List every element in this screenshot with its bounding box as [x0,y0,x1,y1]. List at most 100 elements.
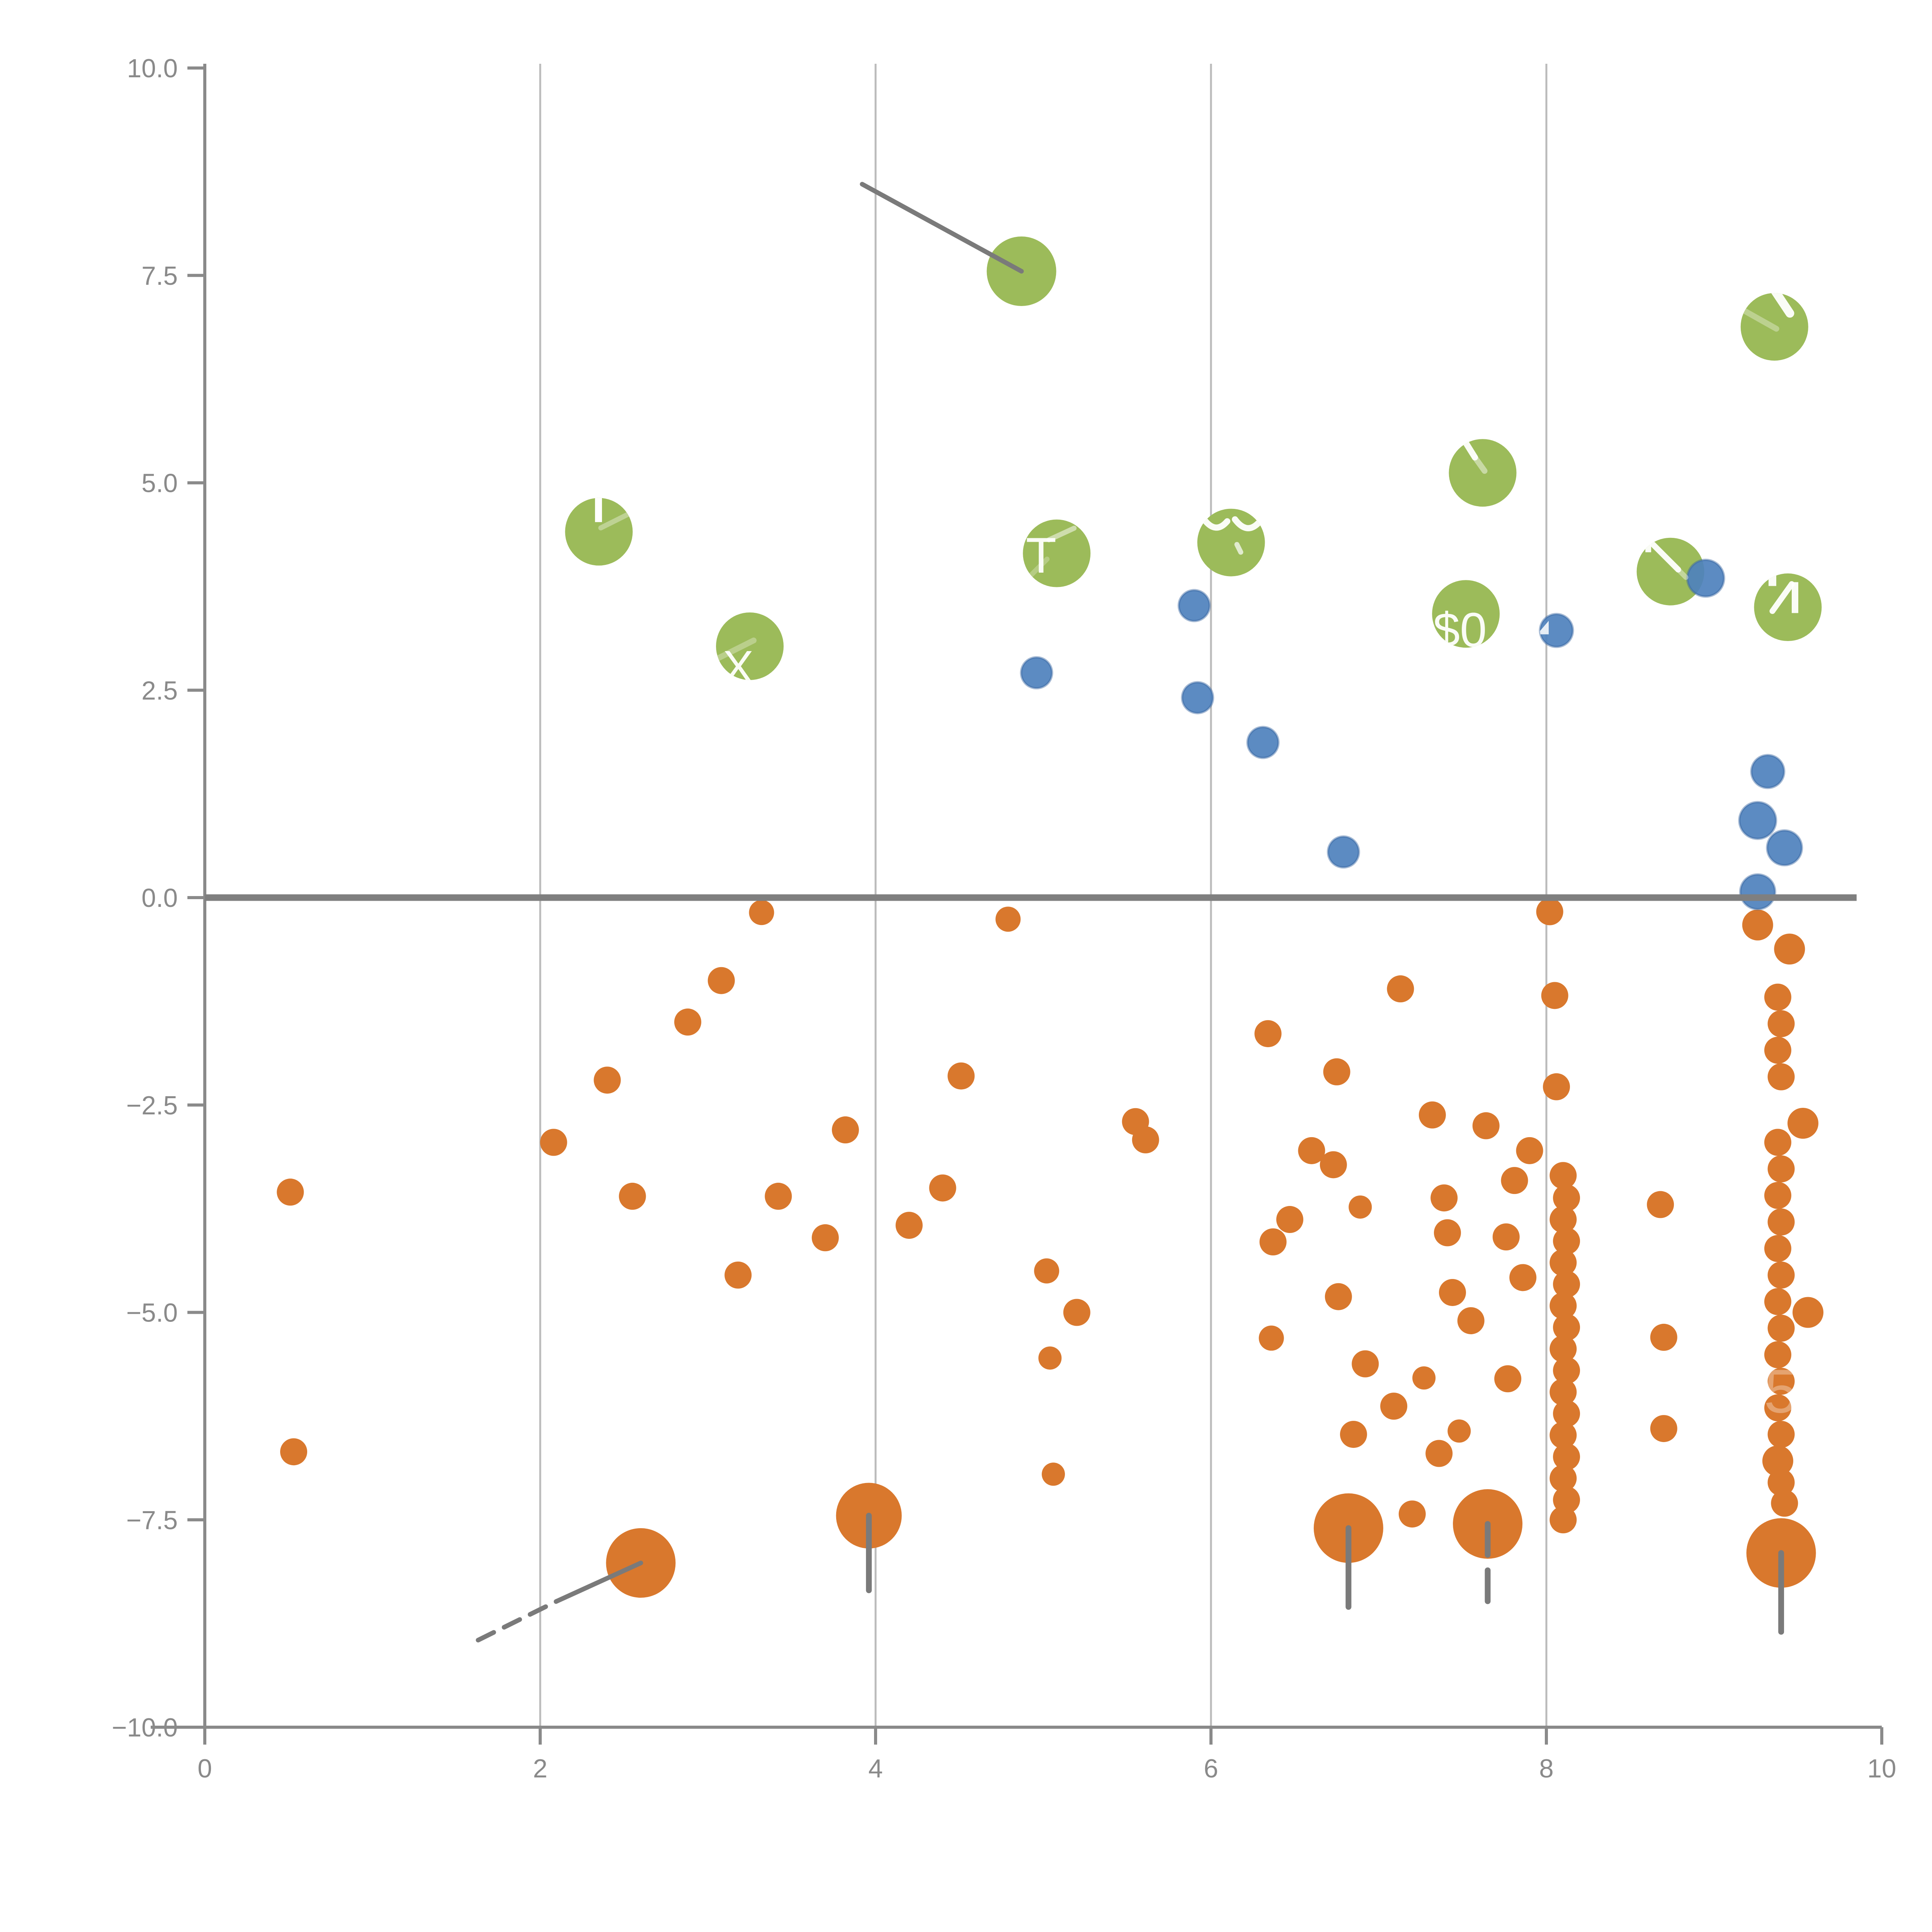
orange-point [1457,1307,1485,1334]
orange-point [1767,1315,1795,1342]
orange-point [1767,1469,1795,1496]
orange-point [1767,1155,1795,1183]
orange-point [1553,1184,1580,1212]
orange-point [1764,1288,1791,1315]
orange-point [1549,1378,1577,1406]
bubble-glyph [1462,439,1488,474]
blue-point [1739,873,1776,910]
orange-point [1323,1058,1350,1085]
orange-point [1764,1182,1791,1209]
orange-point [1536,898,1563,925]
orange-point [1042,1463,1065,1486]
y-tick-label: 10.0 [127,54,178,83]
glyph-stroke [1234,542,1243,555]
orange-point [1418,1101,1446,1129]
bubble-label-fragments: XT$05 [595,293,1798,1425]
orange-point [1764,1129,1791,1156]
orange-point [1325,1283,1352,1310]
orange-point [1501,1167,1528,1194]
glyph-text: T [1026,527,1056,583]
y-tick-label: 2.5 [141,676,178,705]
green-point [1023,519,1091,587]
orange-point [1553,1357,1580,1384]
glyph-bar [1791,582,1798,613]
orange-point [1553,1400,1580,1427]
orange-point [1492,1223,1520,1251]
orange-point [1349,1195,1372,1219]
orange-point [1764,1394,1791,1422]
orange-point [1509,1264,1537,1291]
orange-point [1767,1208,1795,1236]
orange-point [1259,1325,1284,1351]
orange-point [765,1182,792,1210]
green-point [565,498,633,566]
orange-point [1774,934,1805,965]
glyph-stroke [598,512,631,531]
green-point [1449,439,1517,507]
glyph-stroke [1650,541,1681,573]
blue-point [1327,835,1360,869]
glyph-arc [1232,516,1262,531]
y-tick-label: −10.0 [112,1713,178,1742]
orange-point [1764,1341,1791,1368]
orange-point [1762,1445,1793,1476]
series-green [565,236,1822,680]
orange-point [1425,1440,1453,1467]
orange-point [1549,1335,1577,1362]
orange-point [1472,1112,1500,1139]
glyph-text: 5 [1764,1356,1798,1425]
orange-point [1430,1184,1458,1212]
orange-point [1767,1261,1795,1289]
orange-point [1764,1037,1791,1064]
orange-point [1543,1073,1570,1100]
orange-point [280,1438,308,1466]
y-tick-label: −5.0 [126,1299,178,1328]
orange-point [1254,1020,1282,1048]
glyph-stroke [1046,526,1077,543]
orange-point [1494,1365,1522,1393]
x-tick-label: 0 [197,1754,212,1783]
y-tick-label: −7.5 [126,1506,178,1535]
orange-point [594,1066,621,1094]
orange-point [895,1212,923,1239]
orange-point [1767,1367,1795,1395]
orange-point [1380,1393,1408,1420]
orange-point [1647,1191,1674,1218]
orange-point [707,967,735,994]
glyph-stroke [716,637,757,663]
leader-line [476,1599,560,1643]
glyph-stroke [1769,581,1795,614]
orange-point [1439,1279,1466,1306]
glyph-arc [1201,516,1231,531]
orange-point [1742,909,1773,940]
orange-point [1298,1137,1325,1164]
orange-point [947,1062,975,1090]
leader-line [860,182,1024,274]
glyph-stroke [1472,454,1488,474]
bubble-glyph [595,498,631,531]
y-tick-label: 5.0 [141,469,178,498]
glyph-arrow [1540,621,1549,634]
bubble-glyph [1742,293,1794,332]
orange-point [1387,975,1414,1003]
orange-point [1034,1258,1060,1284]
orange-point [1650,1415,1677,1442]
glyph-stroke [1462,439,1478,461]
orange-point [1398,1500,1426,1528]
annotations [476,182,1784,1643]
orange-point [1276,1206,1303,1233]
orange-point [1553,1486,1580,1514]
orange-point [1549,1162,1577,1189]
orange-point [1447,1419,1471,1443]
y-tick-label: 7.5 [141,262,178,291]
blue-point [1766,829,1803,867]
orange-point [1764,1235,1791,1262]
orange-point [1434,1219,1461,1247]
orange-point [1771,1490,1798,1517]
orange-point [619,1182,646,1210]
orange-point [540,1129,567,1156]
orange-point [811,1224,839,1252]
orange-point [1767,1063,1795,1090]
orange-point [1038,1346,1062,1370]
